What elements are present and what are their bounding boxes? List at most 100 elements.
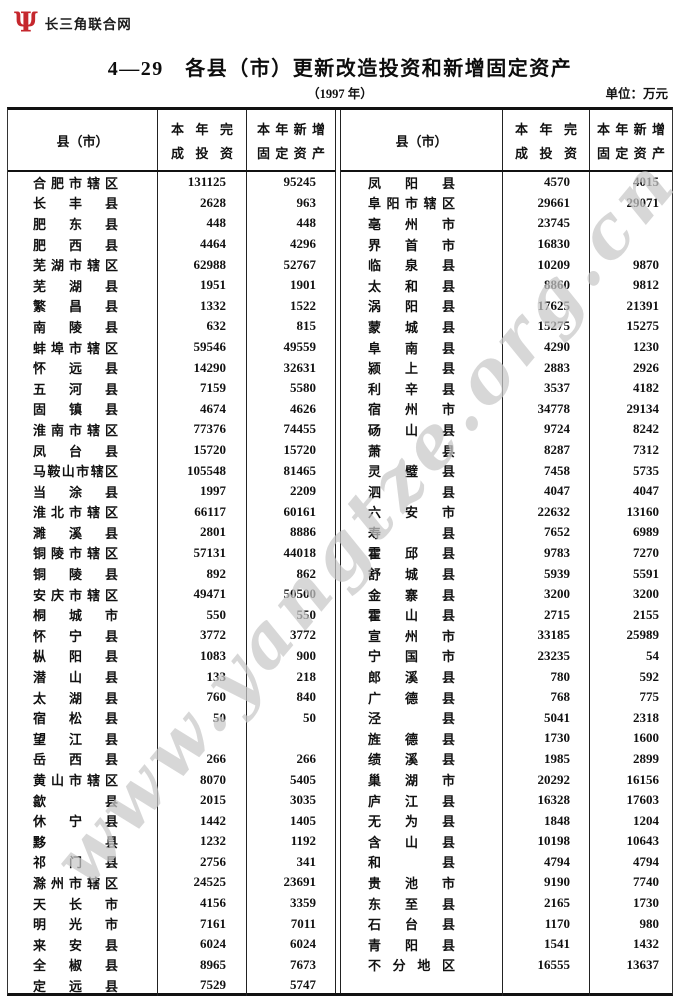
assets-value: 15275 (626, 318, 660, 334)
assets-value: 2926 (633, 359, 659, 375)
assets-value: 13637 (626, 956, 660, 972)
table-row: 石台县 1170 980 (341, 913, 672, 934)
table-row: 肥东县 448 448 (8, 213, 335, 234)
assets-value: 1230 (633, 339, 659, 355)
county-name: 郎溪县 (341, 666, 503, 687)
table-row: 定远县 7529 5747 (8, 975, 335, 996)
assets-value: 1730 (633, 895, 659, 911)
invest-value: 3537 (503, 377, 590, 399)
county-name: 五河县 (8, 377, 158, 399)
assets-value: 50500 (283, 586, 317, 602)
assets-value: 29071 (626, 194, 660, 210)
assets-value: 4182 (633, 380, 659, 396)
county-name: 铜陵县 (8, 563, 158, 584)
table-row: 泾县 5041 2318 (341, 707, 672, 729)
invest-value: 15720 (158, 439, 247, 461)
assets-value: 4296 (290, 236, 316, 252)
table-row: 芜湖县 1951 1901 (8, 274, 335, 296)
table-row: 蒙城县 15275 15275 (341, 316, 672, 337)
assets-value: 8886 (290, 524, 316, 540)
invest-value: 34778 (503, 398, 590, 420)
table-left-half: 县（市） 本年完 成投资 本年新增 固定资产 合肥市辖区 131125 95245 长… (8, 110, 335, 996)
table-row: 黟县 1232 1192 (8, 831, 335, 852)
invest-value: 17625 (503, 295, 590, 317)
invest-value: 1541 (503, 933, 590, 955)
county-name: 马鞍山市辖区 (8, 460, 158, 481)
table-row: 不分地区 16555 13637 (341, 954, 672, 976)
county-column-header: 县（市） (8, 110, 158, 170)
county-name: 南陵县 (8, 316, 158, 337)
table-row: 铜陵市辖区 57131 44018 (8, 542, 335, 564)
invest-header-line1: 本年完 (171, 121, 233, 137)
table-row: 潜山县 133 218 (8, 666, 335, 687)
table-row: 五河县 7159 5580 (8, 377, 335, 399)
county-name: 宿松县 (8, 707, 158, 729)
county-name: 祁门县 (8, 851, 158, 873)
table-row: 繁昌县 1332 1522 (8, 295, 335, 317)
invest-value (503, 975, 590, 996)
table-row: 寿县 7652 6989 (341, 522, 672, 543)
county-name: 黟县 (8, 831, 158, 852)
assets-header-line2: 固定资产 (597, 145, 665, 161)
assets-value: 5591 (633, 565, 659, 581)
invest-value: 77376 (158, 419, 247, 440)
invest-value: 16830 (503, 233, 590, 255)
assets-value: 7011 (290, 915, 316, 931)
table-row: 歙县 2015 3035 (8, 789, 335, 811)
table-row: 滁州市辖区 24525 23691 (8, 872, 335, 893)
assets-value: 54 (646, 647, 659, 663)
county-name: 繁昌县 (8, 295, 158, 317)
assets-value: 44018 (283, 544, 317, 560)
table-row: 霍邱县 9783 7270 (341, 542, 672, 564)
invest-value (158, 728, 247, 749)
assets-value (247, 728, 335, 749)
county-name: 明光市 (8, 913, 158, 934)
invest-value: 62988 (158, 254, 247, 275)
assets-value: 218 (296, 668, 317, 684)
assets-value: 5405 (290, 771, 316, 787)
invest-value: 2628 (158, 192, 247, 214)
table-row: 广德县 768 775 (341, 686, 672, 708)
county-name: 贵池市 (341, 872, 503, 893)
assets-value (590, 975, 672, 996)
assets-value: 840 (296, 689, 317, 705)
table-row: 旌德县 1730 1600 (341, 728, 672, 749)
table-row: 安庆市辖区 49471 50500 (8, 583, 335, 605)
assets-header-line1: 本年新增 (597, 121, 665, 137)
county-name: 蚌埠市辖区 (8, 336, 158, 358)
invest-value: 1170 (503, 913, 590, 934)
invest-value: 29661 (503, 192, 590, 214)
invest-value: 4156 (158, 892, 247, 914)
table-row: 铜陵县 892 862 (8, 563, 335, 584)
county-name: 宁国市 (341, 645, 503, 667)
county-name: 芜湖县 (8, 274, 158, 296)
assets-value: 980 (639, 915, 660, 931)
table-row: 休宁县 1442 1405 (8, 810, 335, 831)
table-row: 望江县 (8, 728, 335, 749)
assets-header-line1: 本年新增 (257, 121, 325, 137)
invest-value: 550 (158, 604, 247, 626)
assets-value (590, 234, 672, 255)
invest-value: 6024 (158, 933, 247, 955)
table-row: 东至县 2165 1730 (341, 892, 672, 914)
invest-value: 4290 (503, 336, 590, 358)
assets-value: 2899 (633, 750, 659, 766)
statistics-table: 县（市） 本年完 成投资 本年新增 固定资产 合肥市辖区 131125 95245 长… (7, 107, 673, 996)
table-row: 庐江县 16328 17603 (341, 789, 672, 811)
assets-value: 23691 (283, 874, 317, 890)
invest-value: 4570 (503, 172, 590, 193)
county-name: 歙县 (8, 789, 158, 811)
assets-value: 815 (296, 318, 317, 334)
county-name: 合肥市辖区 (8, 172, 158, 193)
table-row: 祁门县 2756 341 (8, 851, 335, 873)
assets-value: 32631 (283, 359, 317, 375)
county-name: 庐江县 (341, 789, 503, 811)
county-name: 舒城县 (341, 563, 503, 584)
table-row: 宿松县 50 50 (8, 707, 335, 729)
table-row: 太湖县 760 840 (8, 686, 335, 708)
county-name: 望江县 (8, 728, 158, 749)
invest-value: 9724 (503, 419, 590, 440)
assets-value: 8242 (633, 421, 659, 437)
invest-value: 2756 (158, 851, 247, 873)
